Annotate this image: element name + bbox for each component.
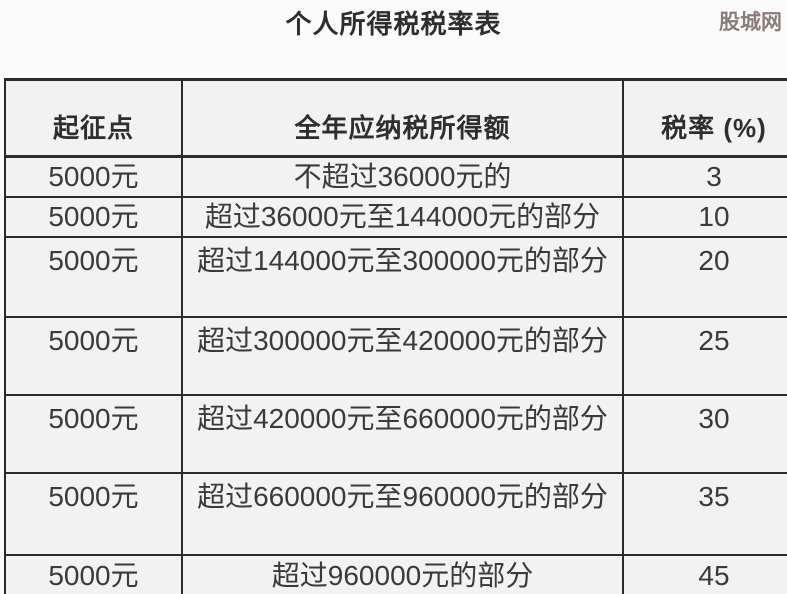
watermark-gucheng: 股城网 [719, 11, 782, 34]
cell-income-bracket: 超过144000元至300000元的部分 [181, 236, 624, 318]
table-row: 5000元 超过420000元至660000元的部分 30 [4, 394, 787, 474]
cell-threshold: 5000元 [4, 554, 183, 594]
cell-income-bracket: 超过960000元的部分 [181, 554, 624, 594]
cell-threshold: 5000元 [4, 196, 183, 238]
header-tax-rate-percent: 税率 (%) [622, 78, 787, 158]
cell-threshold: 5000元 [4, 316, 183, 396]
table-row: 5000元 超过144000元至300000元的部分 20 [4, 236, 787, 318]
cell-income-bracket: 超过36000元至144000元的部分 [181, 196, 624, 238]
cell-rate: 3 [622, 155, 787, 198]
cell-rate: 45 [622, 554, 787, 594]
cell-threshold: 5000元 [4, 394, 183, 474]
header-annual-taxable-income: 全年应纳税所得额 [181, 78, 624, 158]
header-threshold: 起征点 [4, 78, 183, 158]
cell-income-bracket: 超过660000元至960000元的部分 [181, 472, 624, 556]
cell-rate: 35 [622, 472, 787, 556]
cell-threshold: 5000元 [4, 155, 183, 198]
cell-income-bracket: 不超过36000元的 [181, 155, 624, 198]
table-row: 5000元 超过660000元至960000元的部分 35 [4, 472, 787, 556]
cell-threshold: 5000元 [4, 472, 183, 556]
cell-rate: 25 [622, 316, 787, 396]
cell-income-bracket: 超过420000元至660000元的部分 [181, 394, 624, 474]
cell-rate: 20 [622, 236, 787, 318]
table-row: 5000元 超过300000元至420000元的部分 25 [4, 316, 787, 396]
table-row: 5000元 超过36000元至144000元的部分 10 [4, 196, 787, 238]
table-row: 5000元 不超过36000元的 3 [4, 155, 787, 198]
cell-rate: 30 [622, 394, 787, 474]
cell-threshold: 5000元 [4, 236, 183, 318]
table-body: 5000元 不超过36000元的 3 5000元 超过36000元至144000元的部分… [4, 155, 787, 594]
table-header-row: 起征点 全年应纳税所得额 税率 (%) [4, 78, 787, 158]
page-title: 个人所得税税率表 [285, 9, 502, 39]
tax-rate-table: 起征点 全年应纳税所得额 税率 (%) 5000元 不超过36000元的 3 5000… [4, 78, 787, 594]
cell-income-bracket: 超过300000元至420000元的部分 [181, 316, 624, 396]
table-row: 5000元 超过960000元的部分 45 [4, 554, 787, 594]
cell-rate: 10 [622, 196, 787, 238]
